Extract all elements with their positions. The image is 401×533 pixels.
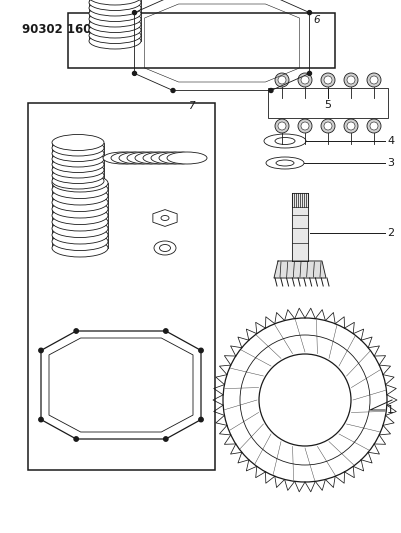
Ellipse shape (52, 187, 108, 205)
Text: 1: 1 (386, 405, 393, 415)
Circle shape (132, 11, 136, 14)
Ellipse shape (89, 11, 141, 27)
Circle shape (258, 354, 350, 446)
Ellipse shape (52, 220, 108, 238)
Polygon shape (152, 209, 177, 227)
Ellipse shape (274, 138, 294, 144)
Text: 7: 7 (188, 101, 194, 111)
Ellipse shape (52, 213, 108, 231)
Ellipse shape (127, 152, 166, 164)
Circle shape (307, 11, 311, 14)
Ellipse shape (265, 157, 303, 169)
Circle shape (366, 73, 380, 87)
Circle shape (307, 71, 311, 75)
Circle shape (343, 119, 357, 133)
Text: 90302 1600: 90302 1600 (22, 23, 99, 36)
Ellipse shape (89, 28, 141, 44)
Ellipse shape (159, 152, 198, 164)
Circle shape (343, 73, 357, 87)
Circle shape (170, 88, 174, 93)
Circle shape (74, 437, 78, 441)
Circle shape (297, 73, 311, 87)
Ellipse shape (154, 241, 176, 255)
Ellipse shape (151, 152, 190, 164)
Circle shape (39, 348, 43, 353)
Ellipse shape (52, 140, 104, 156)
Ellipse shape (52, 193, 108, 212)
Ellipse shape (135, 152, 174, 164)
Circle shape (320, 73, 334, 87)
Circle shape (323, 76, 331, 84)
Bar (267, 88, 387, 118)
Ellipse shape (52, 206, 108, 224)
Ellipse shape (89, 5, 141, 21)
Circle shape (198, 348, 203, 353)
Text: 5: 5 (324, 100, 331, 110)
Ellipse shape (52, 200, 108, 218)
Circle shape (198, 417, 203, 422)
Circle shape (369, 76, 377, 84)
Ellipse shape (52, 157, 104, 173)
Ellipse shape (52, 151, 104, 167)
Circle shape (277, 76, 285, 84)
Circle shape (300, 122, 308, 130)
Ellipse shape (89, 0, 141, 5)
Circle shape (297, 119, 311, 133)
Circle shape (268, 88, 272, 93)
Circle shape (346, 76, 354, 84)
Circle shape (163, 329, 168, 333)
Ellipse shape (89, 0, 141, 11)
Polygon shape (273, 261, 325, 278)
Circle shape (74, 329, 78, 333)
Text: 4: 4 (386, 136, 393, 146)
Ellipse shape (52, 174, 108, 192)
Bar (68, 13, 334, 68)
Ellipse shape (111, 152, 151, 164)
Ellipse shape (160, 215, 168, 221)
Circle shape (277, 122, 285, 130)
Ellipse shape (52, 232, 108, 251)
Circle shape (320, 119, 334, 133)
Circle shape (274, 73, 288, 87)
Ellipse shape (103, 152, 143, 164)
Ellipse shape (52, 181, 108, 198)
Text: 6: 6 (313, 15, 319, 25)
Ellipse shape (52, 146, 104, 161)
Bar (28, 103, 215, 470)
Circle shape (369, 122, 377, 130)
Ellipse shape (52, 134, 104, 150)
Ellipse shape (52, 162, 104, 178)
Circle shape (300, 76, 308, 84)
Ellipse shape (275, 160, 293, 166)
Ellipse shape (52, 226, 108, 244)
Ellipse shape (166, 152, 207, 164)
Ellipse shape (89, 33, 141, 49)
Ellipse shape (143, 152, 182, 164)
Ellipse shape (52, 239, 108, 257)
Circle shape (132, 71, 136, 75)
Circle shape (323, 122, 331, 130)
Circle shape (274, 119, 288, 133)
Ellipse shape (89, 17, 141, 33)
Ellipse shape (52, 173, 104, 189)
Ellipse shape (89, 22, 141, 38)
Circle shape (346, 122, 354, 130)
Circle shape (163, 437, 168, 441)
Text: 2: 2 (386, 228, 393, 238)
Ellipse shape (263, 134, 305, 148)
Polygon shape (291, 193, 307, 261)
Text: 3: 3 (386, 158, 393, 168)
Circle shape (366, 119, 380, 133)
Circle shape (39, 417, 43, 422)
Ellipse shape (159, 245, 170, 252)
Ellipse shape (52, 167, 104, 183)
Ellipse shape (89, 0, 141, 16)
Ellipse shape (119, 152, 159, 164)
